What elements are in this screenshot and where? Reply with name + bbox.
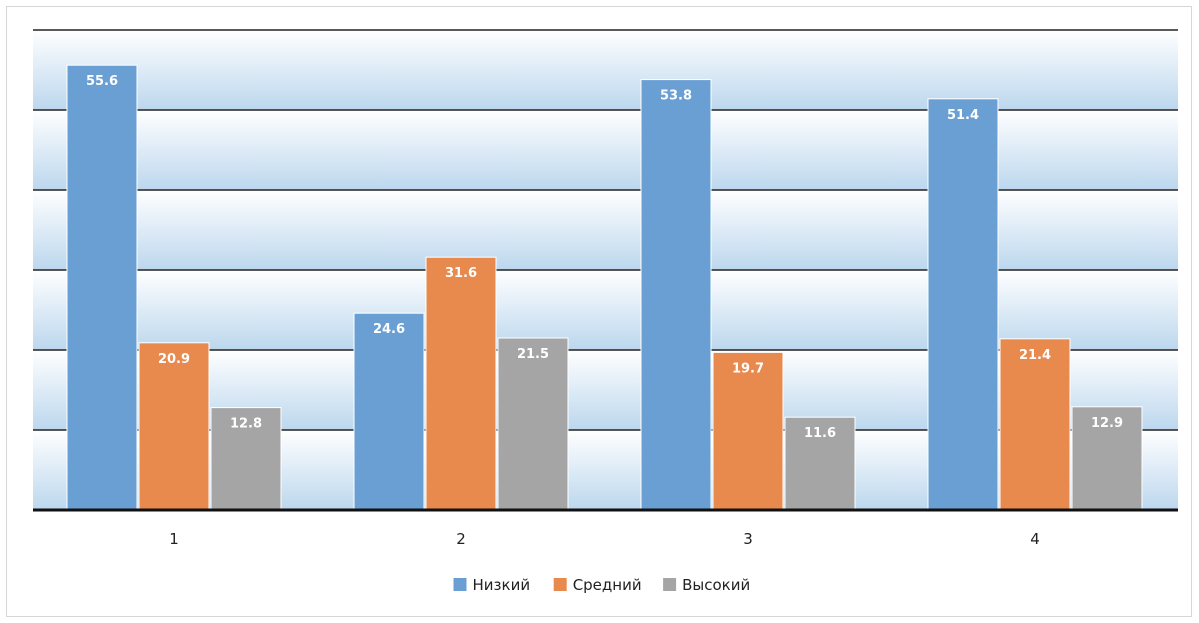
legend: Низкий Средний Высокий <box>453 576 750 594</box>
bar <box>1071 406 1143 511</box>
bars-group: 55.6 20.9 12.8 24.6 31.6 21.5 53.8 19.7 11.6 51.4… <box>33 64 1178 512</box>
legend-swatch <box>553 578 567 591</box>
bar-data-label: 55.6 <box>86 74 118 89</box>
x-tick-label: 4 <box>1030 530 1040 548</box>
bar <box>353 312 425 511</box>
bar <box>138 342 210 511</box>
x-tick-label: 3 <box>743 530 753 548</box>
bar-data-label: 21.5 <box>517 347 549 362</box>
legend-label: Средний <box>573 576 642 594</box>
x-axis-tick-labels: 1 2 3 4 <box>169 530 1040 548</box>
bar-data-label: 31.6 <box>445 266 477 281</box>
legend-swatch <box>453 578 467 591</box>
bar-data-label: 11.6 <box>804 426 836 441</box>
bar <box>497 337 569 511</box>
legend-swatch <box>663 578 677 591</box>
plot-band <box>33 190 1178 270</box>
plot-band <box>33 270 1178 350</box>
bar-data-label: 53.8 <box>660 89 692 104</box>
x-tick-label: 2 <box>456 530 466 548</box>
bar <box>210 407 282 511</box>
bar <box>640 79 712 511</box>
bar-data-label: 24.6 <box>373 322 405 337</box>
plot-band <box>33 110 1178 190</box>
bar-data-label: 12.9 <box>1091 416 1123 431</box>
bar <box>999 338 1071 511</box>
bar <box>784 416 856 511</box>
bar <box>927 98 999 511</box>
bar-data-label: 19.7 <box>732 361 764 376</box>
bar <box>66 64 138 511</box>
bar <box>425 256 497 511</box>
bar-data-label: 51.4 <box>947 108 979 123</box>
plot-band <box>33 30 1178 110</box>
bar-data-label: 20.9 <box>158 352 190 367</box>
x-tick-label: 1 <box>169 530 179 548</box>
bar-data-label: 21.4 <box>1019 348 1051 363</box>
legend-label: Высокий <box>682 576 750 594</box>
bar-data-label: 12.8 <box>230 417 262 432</box>
legend-label: Низкий <box>473 576 531 594</box>
bar <box>712 351 784 511</box>
